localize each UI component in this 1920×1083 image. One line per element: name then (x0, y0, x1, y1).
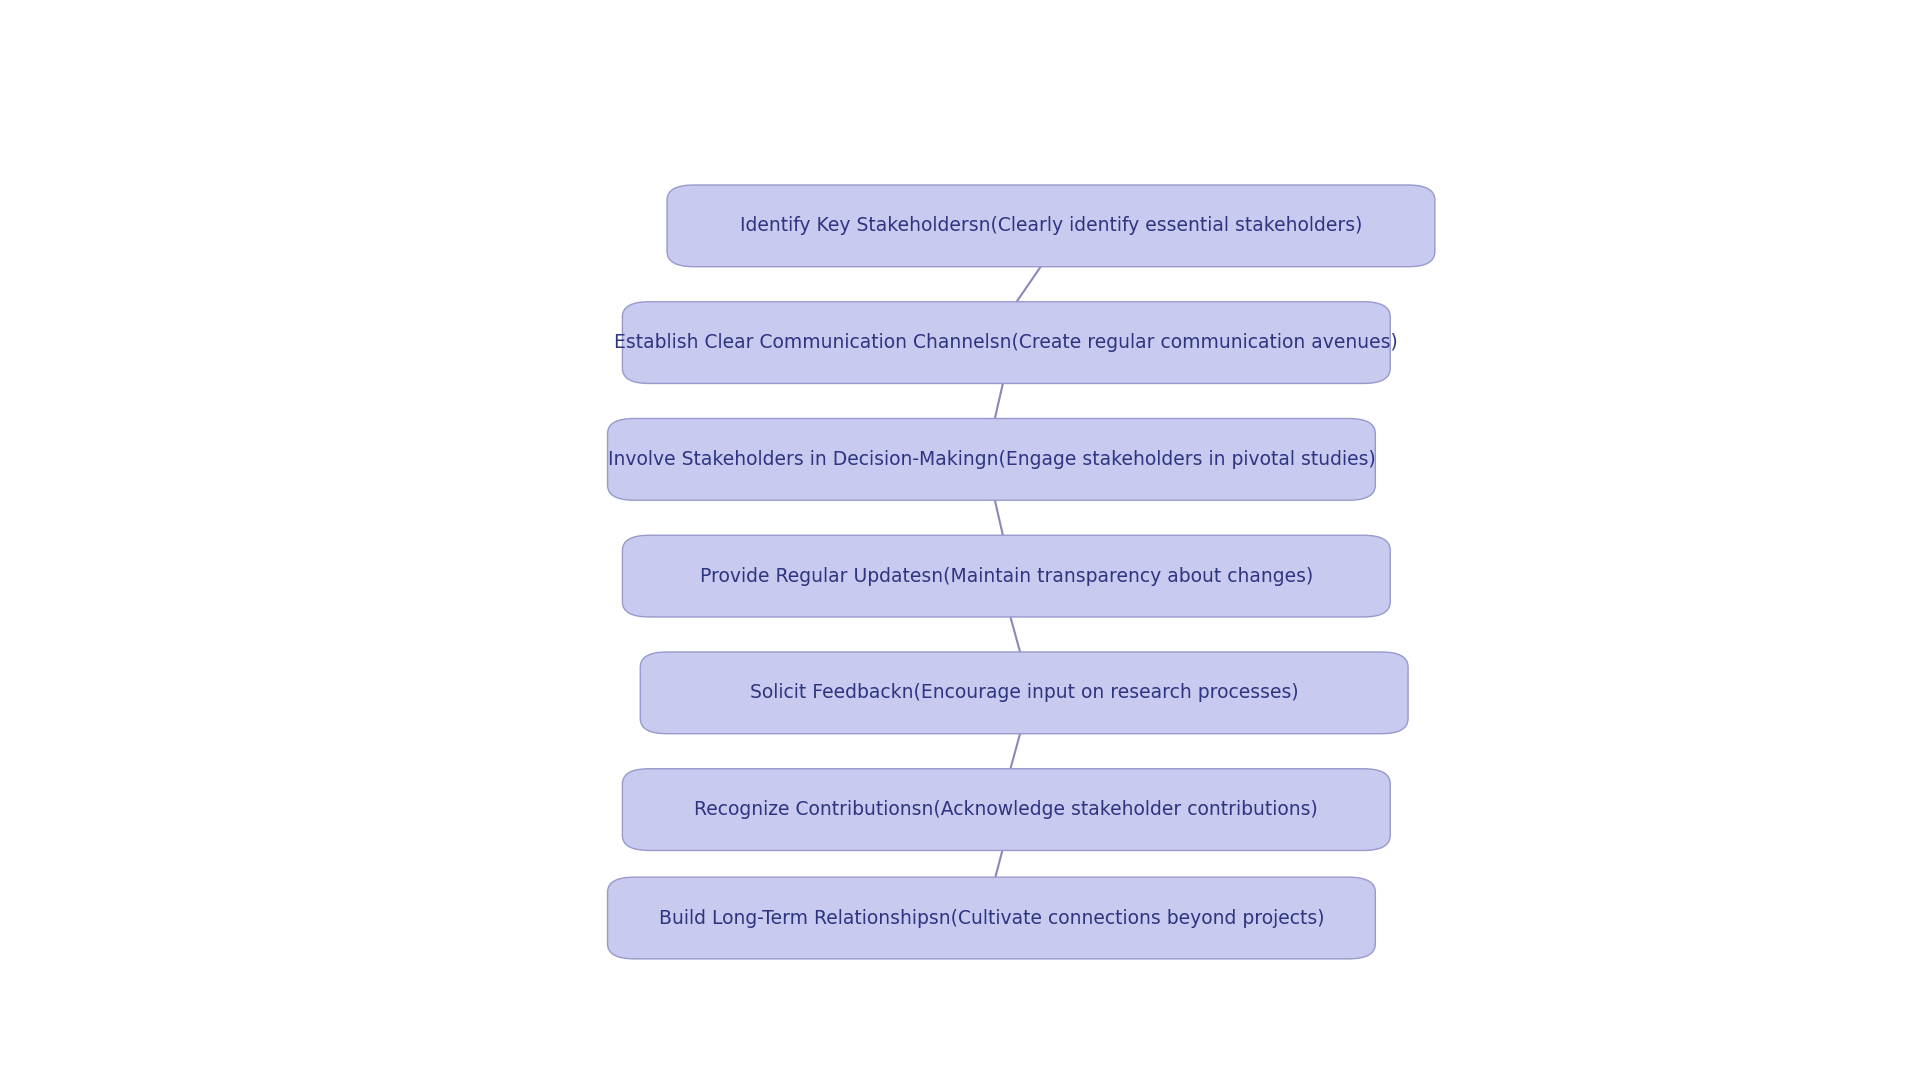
FancyBboxPatch shape (666, 185, 1434, 266)
FancyBboxPatch shape (607, 418, 1375, 500)
FancyBboxPatch shape (622, 535, 1390, 617)
Text: Recognize Contributionsn(Acknowledge stakeholder contributions): Recognize Contributionsn(Acknowledge sta… (695, 800, 1319, 819)
FancyBboxPatch shape (622, 769, 1390, 850)
Text: Build Long-Term Relationshipsn(Cultivate connections beyond projects): Build Long-Term Relationshipsn(Cultivate… (659, 909, 1325, 927)
Text: Establish Clear Communication Channelsn(Create regular communication avenues): Establish Clear Communication Channelsn(… (614, 334, 1398, 352)
Text: Identify Key Stakeholdersn(Clearly identify essential stakeholders): Identify Key Stakeholdersn(Clearly ident… (739, 217, 1361, 235)
FancyBboxPatch shape (639, 652, 1407, 733)
FancyBboxPatch shape (622, 302, 1390, 383)
Text: Provide Regular Updatesn(Maintain transparency about changes): Provide Regular Updatesn(Maintain transp… (699, 566, 1313, 586)
Text: Solicit Feedbackn(Encourage input on research processes): Solicit Feedbackn(Encourage input on res… (751, 683, 1298, 703)
Text: Involve Stakeholders in Decision-Makingn(Engage stakeholders in pivotal studies): Involve Stakeholders in Decision-Makingn… (607, 449, 1375, 469)
FancyBboxPatch shape (607, 877, 1375, 958)
